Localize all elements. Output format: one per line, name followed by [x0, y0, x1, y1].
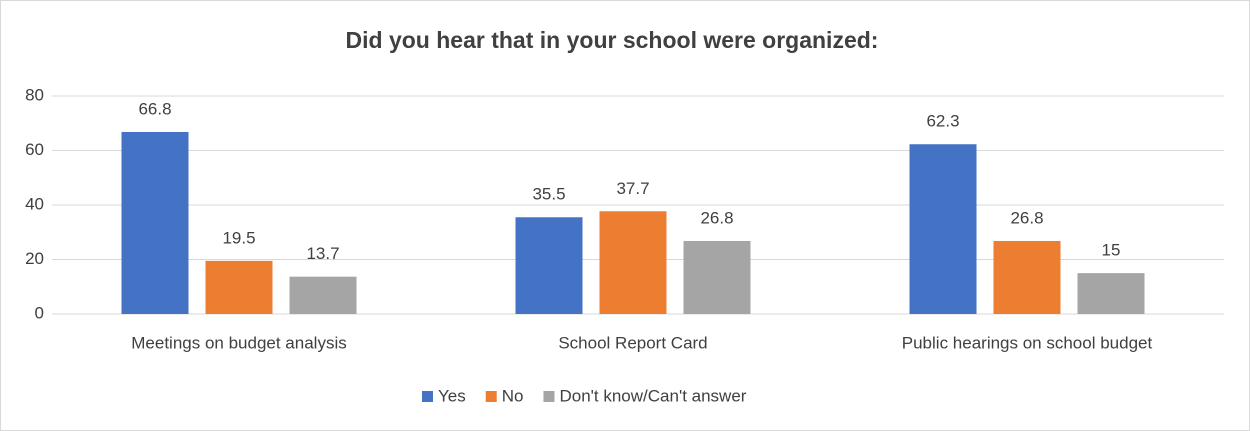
value-label: 37.7	[616, 179, 649, 198]
value-label: 15	[1102, 241, 1121, 260]
value-label: 26.8	[700, 208, 733, 227]
bar	[599, 211, 667, 314]
legend-label: No	[502, 386, 524, 405]
x-tick-label: Meetings on budget analysis	[131, 333, 346, 352]
bar	[993, 240, 1061, 314]
legend-swatch	[485, 391, 497, 402]
bar	[289, 276, 357, 314]
legend-swatch	[422, 391, 433, 402]
legend-swatch	[543, 391, 555, 402]
chart-title: Did you hear that in your school were or…	[346, 27, 879, 53]
value-label: 62.3	[926, 112, 959, 131]
bar	[121, 131, 189, 314]
x-tick-label: Public hearings on school budget	[902, 333, 1153, 352]
legend-label: Yes	[438, 386, 466, 405]
value-label: 19.5	[222, 228, 255, 247]
value-label: 26.8	[1010, 208, 1043, 227]
value-label: 35.5	[532, 185, 565, 204]
bar	[909, 144, 977, 314]
legend-label: Don't know/Can't answer	[559, 386, 746, 405]
bar	[515, 217, 583, 314]
y-tick-label: 20	[25, 249, 44, 268]
bar	[683, 240, 751, 314]
value-label: 13.7	[306, 244, 339, 263]
bar	[1077, 273, 1145, 314]
bar	[205, 260, 273, 314]
y-tick-label: 0	[35, 303, 44, 322]
value-label: 66.8	[138, 99, 171, 118]
y-tick-label: 40	[25, 194, 44, 213]
y-tick-label: 60	[25, 140, 44, 159]
y-tick-label: 80	[25, 85, 44, 104]
x-tick-label: School Report Card	[558, 333, 707, 352]
